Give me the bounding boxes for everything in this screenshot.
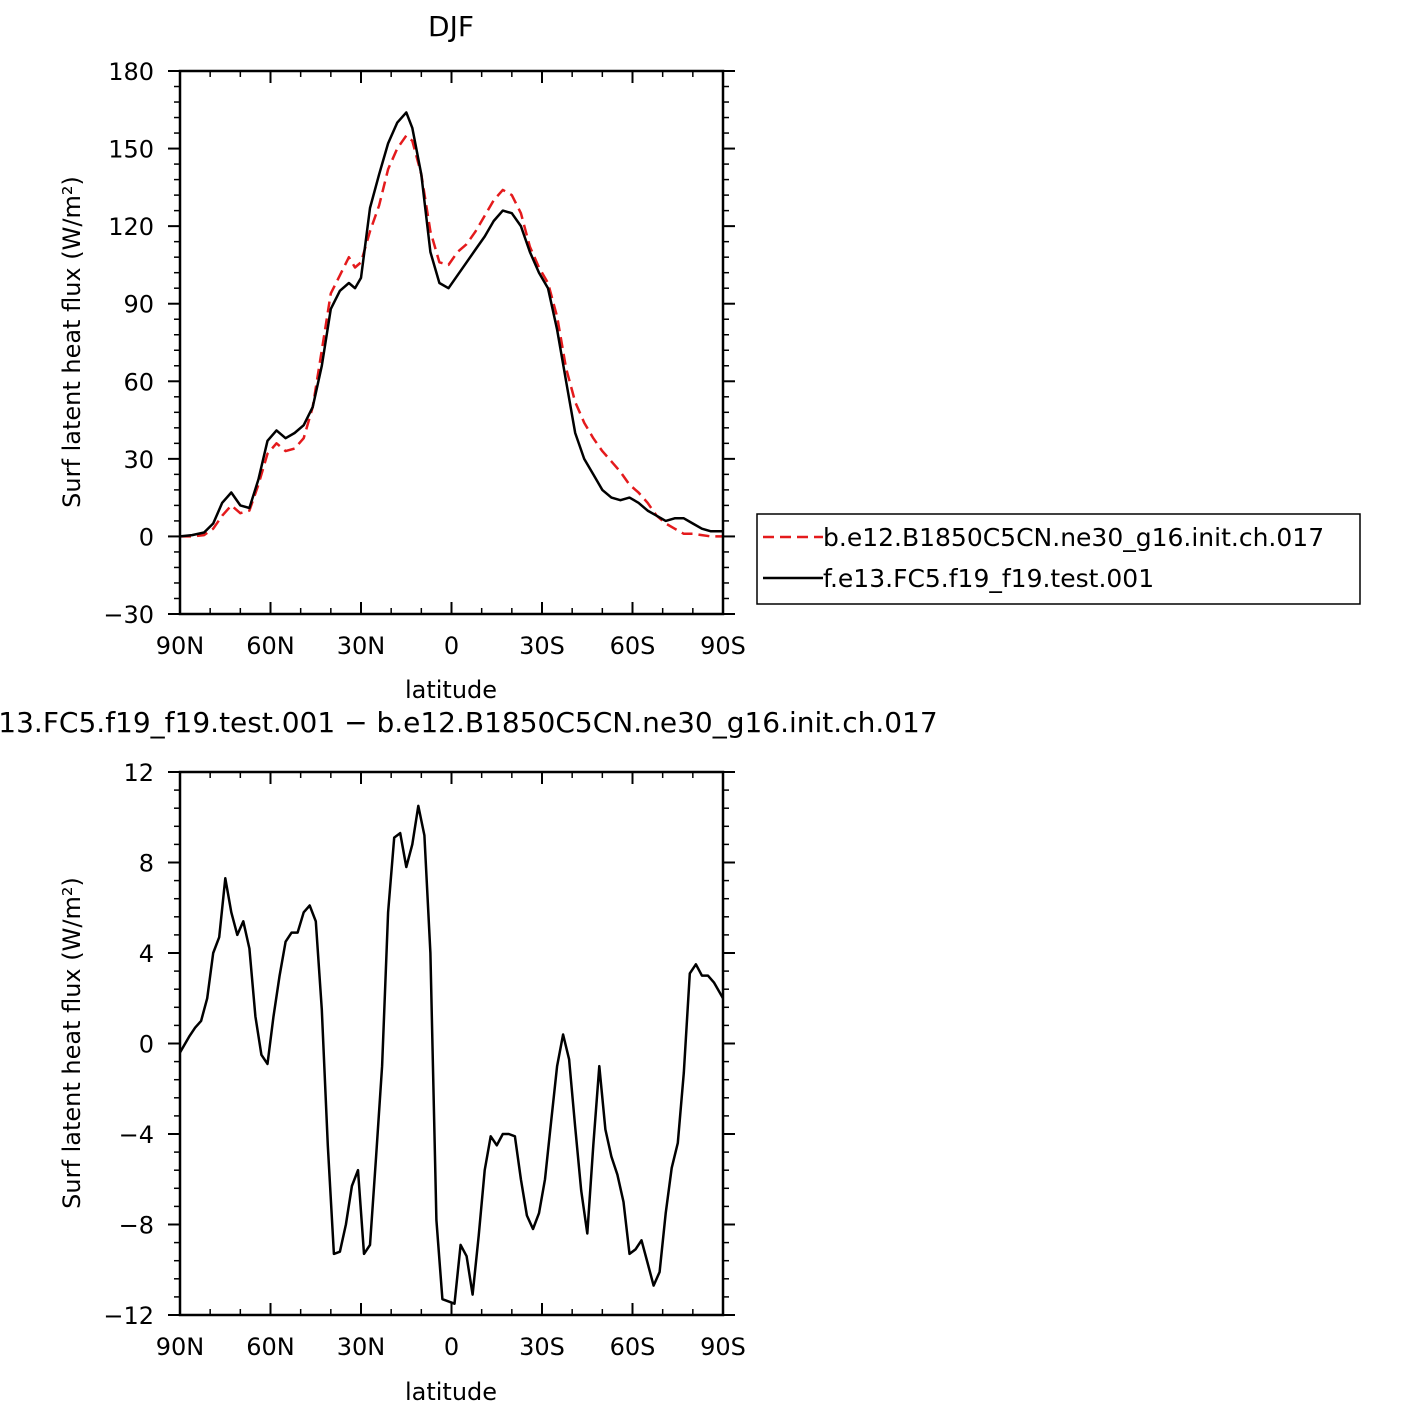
y-tick-label: 150: [108, 136, 154, 164]
x-tick-label: 90N: [156, 632, 205, 660]
top-axis-ticks: 90N 60N 30N 0 30S 60S 90S −30 0 30 60 90 120 150 180: [103, 58, 746, 660]
bottom-x-axis-label: latitude: [405, 1378, 497, 1406]
y-tick-label: 4: [139, 940, 154, 968]
top-panel: DJF Surf latent heat flux (W/m²) latitud…: [58, 10, 746, 704]
top-chart-title: DJF: [428, 10, 474, 43]
x-tick-label: 60N: [246, 632, 295, 660]
x-tick-label: 30S: [519, 632, 565, 660]
top-y-axis-label: Surf latent heat flux (W/m²): [58, 176, 86, 508]
y-tick-label: 30: [123, 446, 154, 474]
x-tick-label: 60S: [610, 1333, 656, 1361]
bottom-panel: f.e13.FC5.f19_f19.test.001 − b.e12.B1850…: [0, 706, 938, 1406]
series-line-1: [180, 134, 723, 538]
y-tick-label: 8: [139, 850, 154, 878]
y-tick-label: 0: [139, 523, 154, 551]
top-plot-frame: [178, 69, 725, 616]
bottom-y-axis-label: Surf latent heat flux (W/m²): [58, 877, 86, 1209]
bottom-axis-ticks: 90N 60N 30N 0 30S 60S 90S −12 −8 −4 0 4 8 12: [103, 759, 746, 1361]
y-tick-label: 180: [108, 58, 154, 86]
top-series-lines: [179, 111, 723, 538]
bottom-series-lines: [178, 804, 725, 1305]
series-line-1: [178, 804, 725, 1305]
legend-box: [756, 513, 1361, 605]
y-tick-label: −12: [103, 1302, 154, 1330]
x-tick-label: 30N: [337, 632, 386, 660]
x-tick-label: 90S: [700, 1333, 746, 1361]
x-tick-label: 90S: [700, 632, 746, 660]
x-tick-label: 60N: [246, 1333, 295, 1361]
x-tick-label: 30N: [337, 1333, 386, 1361]
y-tick-label: −30: [103, 601, 154, 629]
series-line-2: [179, 111, 723, 538]
y-tick-label: 0: [139, 1031, 154, 1059]
bottom-plot-frame: [178, 770, 725, 1317]
x-tick-label: 30S: [519, 1333, 565, 1361]
x-tick-label: 0: [444, 632, 459, 660]
y-tick-label: −4: [119, 1121, 154, 1149]
y-tick-label: 120: [108, 213, 154, 241]
x-tick-label: 0: [444, 1333, 459, 1361]
y-tick-label: −8: [119, 1212, 154, 1240]
y-tick-label: 60: [123, 368, 154, 396]
y-tick-label: 90: [123, 291, 154, 319]
legend: b.e12.B1850C5CN.ne30_g16.init.ch.017 f.e…: [756, 513, 1361, 605]
y-tick-label: 12: [123, 759, 154, 787]
x-tick-label: 90N: [156, 1333, 205, 1361]
bottom-chart-title: f.e13.FC5.f19_f19.test.001 − b.e12.B1850…: [0, 706, 938, 739]
legend-label-series-2: f.e13.FC5.f19_f19.test.001: [823, 564, 1154, 593]
top-x-axis-label: latitude: [405, 676, 497, 704]
x-tick-label: 60S: [610, 632, 656, 660]
legend-label-series-1: b.e12.B1850C5CN.ne30_g16.init.ch.017: [823, 523, 1324, 552]
